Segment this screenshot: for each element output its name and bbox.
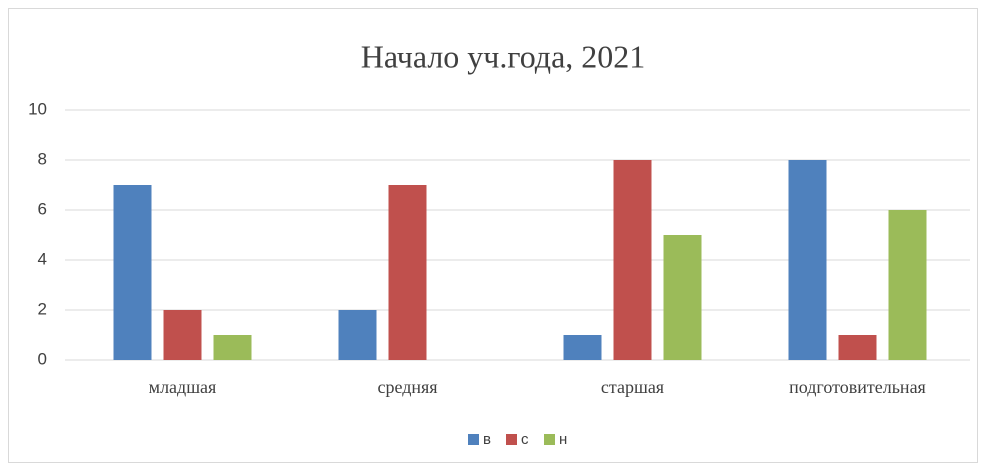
bar — [663, 235, 702, 360]
bar — [388, 185, 427, 360]
bar — [788, 160, 827, 360]
bar — [113, 185, 152, 360]
bar — [213, 335, 252, 360]
legend-label: с — [521, 431, 529, 448]
legend-label: н — [559, 431, 567, 448]
bar — [613, 160, 652, 360]
x-tick-label: средняя — [377, 377, 437, 397]
legend-label: в — [483, 431, 491, 448]
x-tick-label: младшая — [149, 377, 217, 397]
y-tick-label: 4 — [38, 249, 47, 268]
legend-swatch — [544, 434, 555, 445]
bar — [338, 310, 377, 360]
bar — [838, 335, 877, 360]
bar — [888, 210, 927, 360]
x-tick-label: старшая — [601, 377, 664, 397]
legend-swatch — [506, 434, 517, 445]
bar — [163, 310, 202, 360]
y-tick-label: 8 — [38, 149, 47, 168]
x-tick-label: подготовительная — [789, 377, 926, 397]
legend-swatch — [468, 434, 479, 445]
bar — [563, 335, 602, 360]
y-tick-label: 0 — [38, 349, 47, 368]
y-tick-label: 6 — [38, 199, 47, 218]
chart-title: Начало уч.года, 2021 — [361, 38, 646, 74]
y-tick-label: 2 — [38, 299, 47, 318]
y-tick-label: 10 — [28, 99, 47, 118]
